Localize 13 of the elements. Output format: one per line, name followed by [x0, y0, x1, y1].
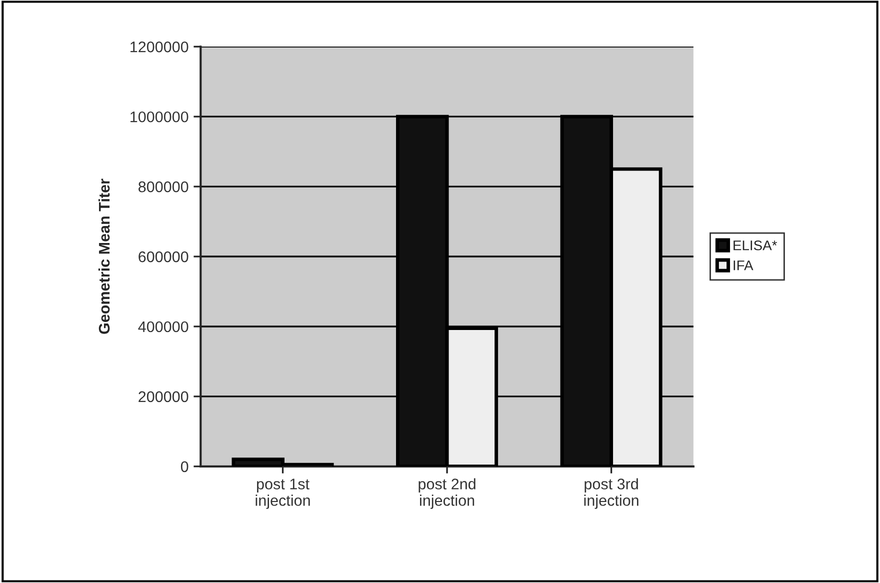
y-axis-title: Geometric Mean Titer: [98, 178, 110, 334]
y-tick-label: 0: [180, 461, 188, 472]
y-tick-label: 800000: [138, 181, 188, 192]
legend-label: IFA: [734, 260, 754, 270]
x-tick-label: post 1st injection: [256, 478, 310, 509]
y-tick-label: 200000: [138, 391, 188, 402]
y-tick-label: 1000000: [130, 111, 188, 122]
y-tick-label: 400000: [138, 321, 188, 332]
x-tick-label: post 2nd injection: [418, 478, 476, 509]
y-tick-label: 600000: [138, 251, 188, 262]
x-tick-label: post 3rd injection: [584, 478, 638, 509]
legend-label: ELISA*: [734, 240, 778, 250]
y-tick-label: 1200000: [130, 42, 188, 52]
